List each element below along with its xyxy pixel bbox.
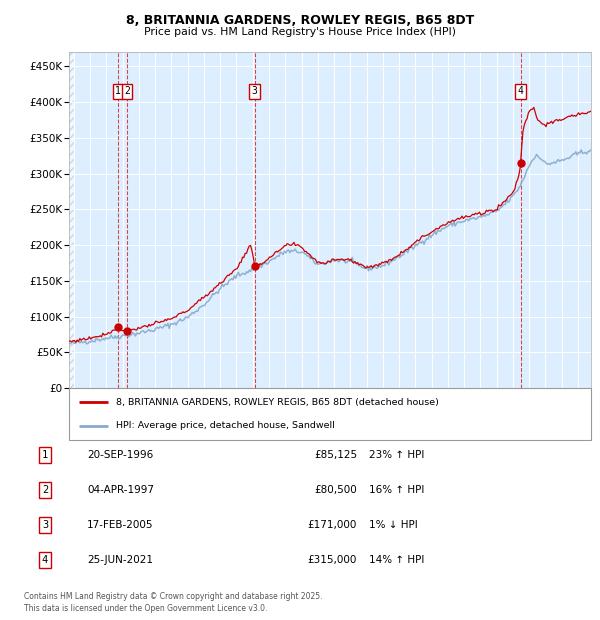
Text: 8, BRITANNIA GARDENS, ROWLEY REGIS, B65 8DT (detached house): 8, BRITANNIA GARDENS, ROWLEY REGIS, B65 … <box>116 397 439 407</box>
FancyBboxPatch shape <box>69 388 591 440</box>
Text: £315,000: £315,000 <box>308 555 357 565</box>
Text: 4: 4 <box>42 555 48 565</box>
Text: 1% ↓ HPI: 1% ↓ HPI <box>369 520 418 530</box>
Text: 1: 1 <box>115 86 121 96</box>
Point <box>516 158 526 168</box>
Text: 16% ↑ HPI: 16% ↑ HPI <box>369 485 424 495</box>
Point <box>122 326 131 335</box>
Text: 17-FEB-2005: 17-FEB-2005 <box>87 520 154 530</box>
Point <box>250 261 260 271</box>
Text: 8, BRITANNIA GARDENS, ROWLEY REGIS, B65 8DT: 8, BRITANNIA GARDENS, ROWLEY REGIS, B65 … <box>126 14 474 27</box>
Text: 3: 3 <box>42 520 48 530</box>
Text: 1: 1 <box>42 450 48 460</box>
Text: 14% ↑ HPI: 14% ↑ HPI <box>369 555 424 565</box>
Text: 25-JUN-2021: 25-JUN-2021 <box>87 555 153 565</box>
Text: Contains HM Land Registry data © Crown copyright and database right 2025.
This d: Contains HM Land Registry data © Crown c… <box>24 591 323 613</box>
Text: 2: 2 <box>42 485 48 495</box>
Text: HPI: Average price, detached house, Sandwell: HPI: Average price, detached house, Sand… <box>116 422 335 430</box>
Text: Price paid vs. HM Land Registry's House Price Index (HPI): Price paid vs. HM Land Registry's House … <box>144 27 456 37</box>
Text: 20-SEP-1996: 20-SEP-1996 <box>87 450 153 460</box>
Text: 4: 4 <box>518 86 524 96</box>
Text: £171,000: £171,000 <box>308 520 357 530</box>
Text: 2: 2 <box>124 86 130 96</box>
Text: £80,500: £80,500 <box>314 485 357 495</box>
Text: 23% ↑ HPI: 23% ↑ HPI <box>369 450 424 460</box>
Text: 04-APR-1997: 04-APR-1997 <box>87 485 154 495</box>
Point <box>113 322 123 332</box>
Text: £85,125: £85,125 <box>314 450 357 460</box>
Text: 3: 3 <box>252 86 257 96</box>
